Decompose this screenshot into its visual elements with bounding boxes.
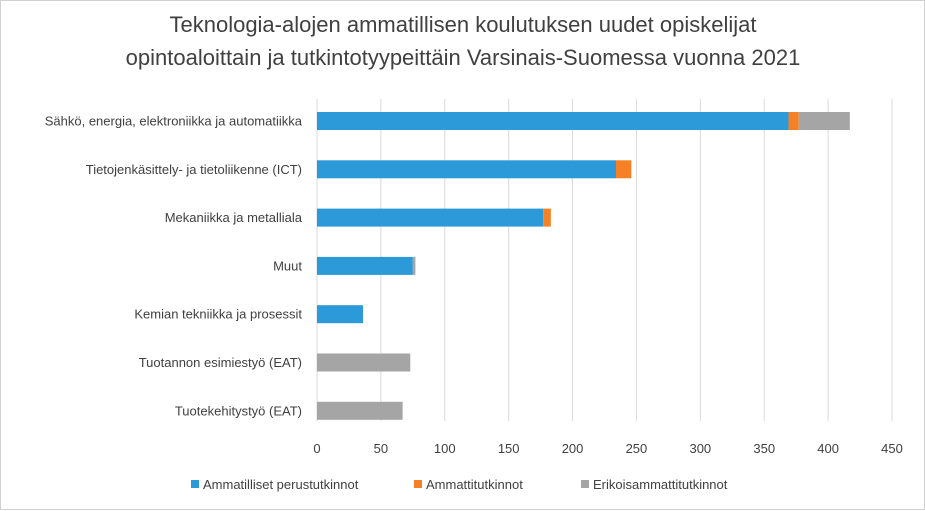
x-tick-label-9: 450: [881, 441, 903, 456]
x-tick-label-6: 300: [689, 441, 711, 456]
chart-title: Teknologia-alojen ammatillisen koulutuks…: [126, 12, 801, 70]
bar-ammattitutkinnot-0: [788, 112, 799, 130]
legend-swatch-0: [191, 480, 199, 488]
category-label-5: Tuotannon esimiestyö (EAT): [139, 355, 302, 370]
bars: [317, 112, 850, 420]
category-label-2: Mekaniikka ja metalliala: [165, 210, 303, 225]
bar-erikoisammattitutkinnot-3: [412, 256, 416, 275]
chart-title-line-2: opintoaloittain ja tutkintotyypeittäin V…: [126, 45, 801, 70]
bar-erikoisammattitutkinnot-5: [317, 353, 411, 372]
bar-ammattitutkinnot-1: [616, 160, 632, 179]
bar-ammatilliset-perustutkinnot-0: [317, 112, 789, 130]
legend-label-0: Ammatilliset perustutkinnot: [203, 477, 359, 492]
x-tick-label-5: 250: [626, 441, 648, 456]
category-label-0: Sähkö, energia, elektroniikka ja automat…: [45, 114, 303, 129]
x-tick-label-7: 350: [753, 441, 775, 456]
bar-ammatilliset-perustutkinnot-1: [317, 160, 616, 179]
x-axis-ticks: 0 50 100 150 200 250 300 350 400 450: [313, 441, 902, 456]
x-tick-label-8: 400: [817, 441, 839, 456]
category-labels: Sähkö, energia, elektroniikka ja automat…: [45, 114, 303, 419]
legend-swatch-2: [581, 480, 589, 488]
legend: Ammatilliset perustutkinnot Ammattitutkin…: [191, 477, 728, 492]
bar-ammatilliset-perustutkinnot-2: [317, 208, 544, 227]
chart-title-line-1: Teknologia-alojen ammatillisen koulutuks…: [169, 12, 756, 37]
legend-label-2: Erikoisammattitutkinnot: [593, 477, 728, 492]
category-label-4: Kemian tekniikka ja prosessit: [134, 307, 302, 322]
x-tick-label-0: 0: [313, 441, 320, 456]
bar-ammattitutkinnot-2: [543, 208, 551, 227]
category-label-1: Tietojenkäsittely- ja tietoliikenne (ICT…: [86, 162, 302, 177]
legend-swatch-1: [414, 480, 422, 488]
x-tick-label-4: 200: [562, 441, 584, 456]
legend-label-1: Ammattitutkinnot: [426, 477, 523, 492]
x-tick-label-2: 100: [434, 441, 456, 456]
x-tick-label-3: 150: [498, 441, 520, 456]
bar-ammatilliset-perustutkinnot-3: [317, 256, 413, 275]
category-label-6: Tuotekehitystyö (EAT): [175, 403, 302, 418]
bar-ammatilliset-perustutkinnot-4: [317, 305, 363, 324]
bar-erikoisammattitutkinnot-0: [798, 112, 850, 130]
x-tick-label-1: 50: [374, 441, 388, 456]
category-label-3: Muut: [273, 258, 302, 273]
bar-erikoisammattitutkinnot-6: [317, 401, 403, 420]
gridlines: [316, 99, 893, 421]
